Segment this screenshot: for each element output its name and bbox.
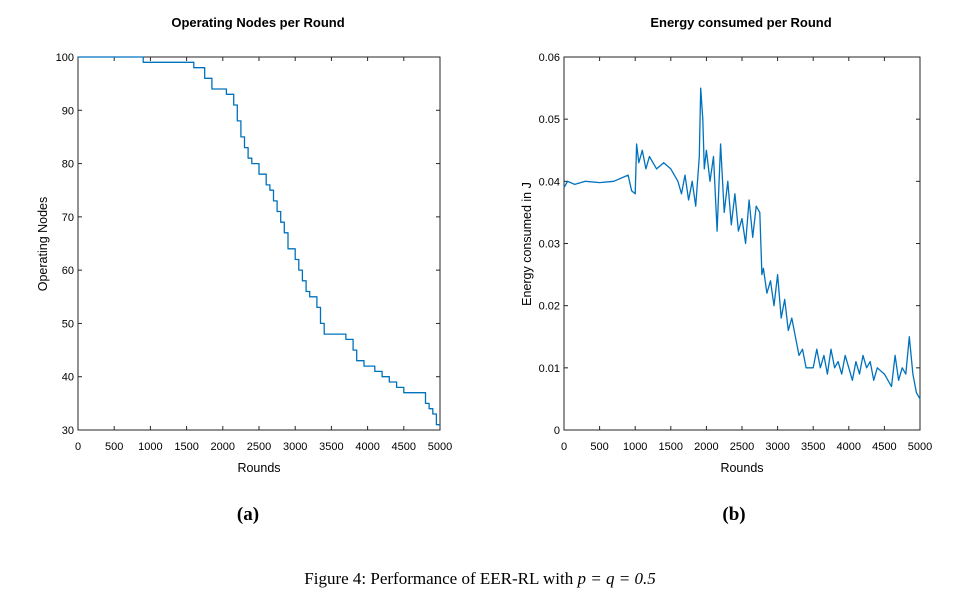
chart-a-x-tick-label: 2000 xyxy=(211,441,235,453)
caption-prefix: Figure 4: Performance of EER-RL with xyxy=(304,569,577,588)
chart-a-series-line xyxy=(78,56,440,426)
caption-p: p xyxy=(576,569,586,588)
chart-a-x-tick-label: 3500 xyxy=(319,441,343,453)
chart-a-x-tick-label: 0 xyxy=(75,441,81,453)
chart-b-series-line xyxy=(563,87,921,400)
caption-eq1: = xyxy=(586,569,606,588)
chart-a-x-tick-label: 500 xyxy=(105,441,123,453)
chart-b-y-tick-label: 0.01 xyxy=(539,363,560,375)
chart-b-x-tick-label: 4500 xyxy=(872,441,896,453)
chart-b-x-tick-label: 500 xyxy=(590,441,608,453)
chart-a-x-tick-label: 4000 xyxy=(355,441,379,453)
caption-q: q xyxy=(606,569,615,588)
chart-a-x-tick-label: 3000 xyxy=(283,441,307,453)
caption-eq2: = xyxy=(614,569,634,588)
chart-b-y-tick-label: 0.03 xyxy=(539,239,560,251)
chart-b-x-tick-label: 2000 xyxy=(694,441,718,453)
chart-a-y-tick-label: 100 xyxy=(56,52,74,64)
chart-a-title: Operating Nodes per Round xyxy=(171,15,344,30)
chart-b-panel-label: (b) xyxy=(722,504,745,525)
chart-a-axes-box xyxy=(77,56,441,431)
chart-b-x-tick-label: 0 xyxy=(561,441,567,453)
chart-a-x-ticks: 0 500 1000 1500 2000 2500 3000 3500 4000 4500 5000 xyxy=(75,57,452,453)
chart-a-y-tick-label: 90 xyxy=(62,105,74,117)
chart-a-y-tick-label: 70 xyxy=(62,212,74,224)
chart-b-x-tick-label: 1500 xyxy=(659,441,683,453)
chart-b-y-tick-label: 0.05 xyxy=(539,114,560,126)
chart-a-x-tick-label: 1500 xyxy=(174,441,198,453)
chart-a-y-tick-label: 40 xyxy=(62,372,74,384)
chart-a-x-tick-label: 1000 xyxy=(138,441,162,453)
chart-a-x-tick-label: 4500 xyxy=(392,441,416,453)
chart-b-y-ticks: 0 0.01 0.02 0.03 0.04 0.05 0.06 xyxy=(539,52,920,437)
chart-b-x-tick-label: 5000 xyxy=(908,441,932,453)
chart-a-y-tick-label: 60 xyxy=(62,265,74,277)
chart-a-y-tick-label: 50 xyxy=(62,318,74,330)
chart-b-y-label: Energy consumed in J xyxy=(520,182,534,306)
chart-b-y-tick-label: 0.04 xyxy=(539,176,560,188)
chart-b-x-tick-label: 3500 xyxy=(801,441,825,453)
chart-a-y-label: Operating Nodes xyxy=(36,197,50,292)
chart-b-x-tick-label: 3000 xyxy=(765,441,789,453)
chart-a-panel-label: (a) xyxy=(237,504,259,525)
chart-a-y-tick-label: 80 xyxy=(62,159,74,171)
chart-b-axes-box xyxy=(563,56,921,431)
chart-a-x-label: Rounds xyxy=(237,461,280,475)
chart-a-y-ticks: 30 40 50 60 70 80 90 100 xyxy=(56,52,440,437)
chart-energy-consumed: Energy consumed per Round 0 500 1000 1500 20… xyxy=(520,15,932,525)
chart-b-y-tick-label: 0.06 xyxy=(539,52,560,64)
caption-value: 0.5 xyxy=(634,569,655,588)
chart-b-y-tick-label: 0 xyxy=(554,425,560,437)
chart-a-y-tick-label: 30 xyxy=(62,425,74,437)
chart-b-x-tick-label: 4000 xyxy=(837,441,861,453)
chart-b-title: Energy consumed per Round xyxy=(650,15,831,30)
chart-operating-nodes: Operating Nodes per Round 0 500 1000 1500 20… xyxy=(36,15,452,525)
figure-caption: Figure 4: Performance of EER-RL with p =… xyxy=(304,569,655,588)
chart-b-x-label: Rounds xyxy=(720,461,763,475)
chart-b-y-tick-label: 0.02 xyxy=(539,301,560,313)
chart-a-x-tick-label: 5000 xyxy=(428,441,452,453)
chart-b-x-ticks: 0 500 1000 1500 2000 2500 3000 3500 4000 4500 5000 xyxy=(561,57,932,453)
chart-b-x-tick-label: 1000 xyxy=(623,441,647,453)
chart-b-x-tick-label: 2500 xyxy=(730,441,754,453)
chart-a-x-tick-label: 2500 xyxy=(247,441,271,453)
